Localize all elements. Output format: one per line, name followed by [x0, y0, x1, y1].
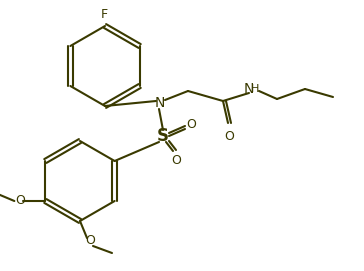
- Text: O: O: [85, 234, 95, 247]
- Text: O: O: [224, 130, 234, 143]
- Text: N: N: [244, 82, 254, 96]
- Text: F: F: [100, 8, 108, 21]
- Text: S: S: [157, 127, 169, 145]
- Text: O: O: [171, 154, 181, 167]
- Text: O: O: [15, 195, 25, 208]
- Text: N: N: [155, 96, 165, 110]
- Text: O: O: [186, 118, 196, 131]
- Text: H: H: [251, 84, 259, 94]
